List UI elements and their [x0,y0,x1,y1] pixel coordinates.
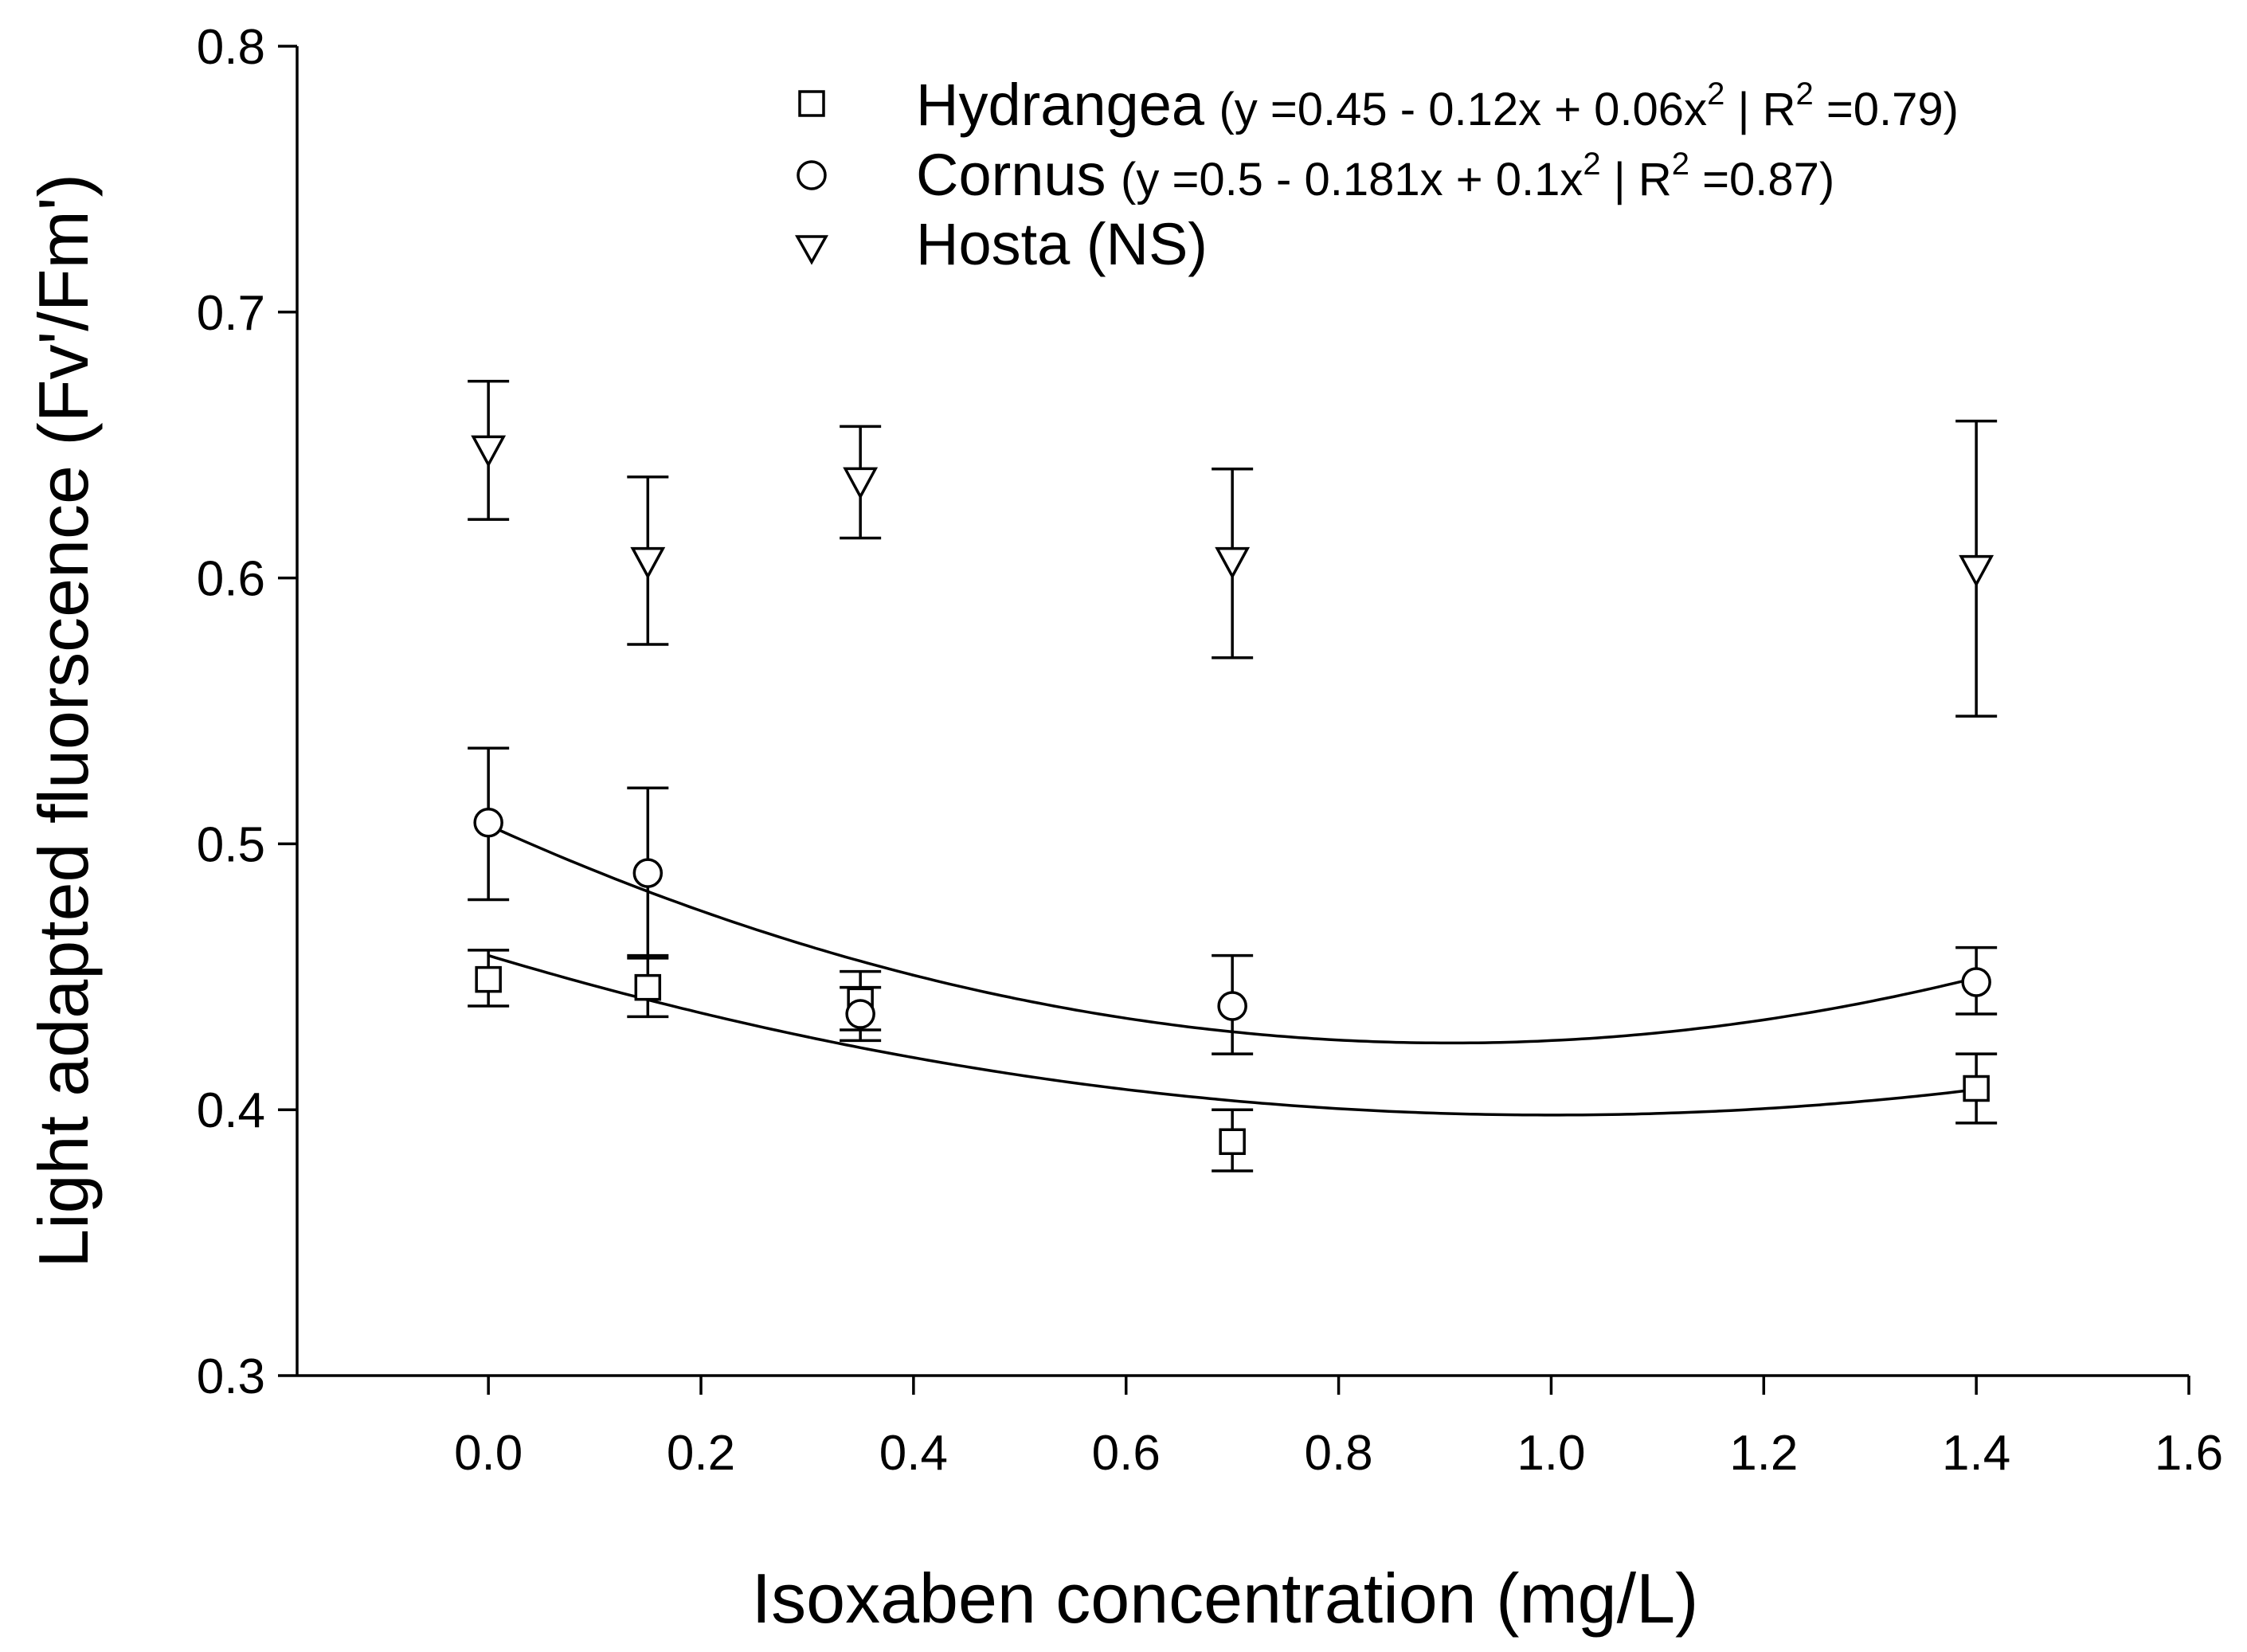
data-point-hosta [1215,546,1251,580]
y-axis-title: Light adapted fluorscence (Fv'/Fm') [24,174,103,1268]
y-tick-label: 0.6 [197,552,265,607]
data-point-cornus [473,807,503,838]
x-tick-label: 1.6 [2155,1426,2223,1481]
x-tick-label: 0.0 [454,1426,523,1481]
fit-curve-hydrangea [487,953,1977,1117]
legend-label-hydrangea: Hydrangea (y =0.45 - 0.12x + 0.06x2 | R2… [916,72,1959,138]
y-tick-label: 0.3 [197,1349,265,1404]
y-tick-label: 0.7 [197,286,265,341]
data-markers [471,435,1995,1156]
y-tick-label: 0.4 [197,1083,265,1138]
data-point-hydrangea [1219,1128,1246,1156]
data-point-cornus [632,858,664,888]
legend-marker-hosta [795,235,828,265]
y-tick-label: 0.8 [197,20,265,75]
x-tick-label: 0.6 [1092,1426,1161,1481]
x-tick-label: 1.0 [1517,1426,1585,1481]
axes: 0.3 0.4 0.5 0.6 0.7 0.8 0.0 0.2 0.4 0.6 0.8 1.0 1.2 1… [197,20,2223,1481]
x-axis-title: Isoxaben concentration (mg/L) [752,1559,1699,1638]
x-tick-label: 0.2 [667,1426,735,1481]
data-point-hosta [1959,554,1995,588]
data-point-cornus [1217,991,1247,1021]
data-point-hosta [843,467,879,500]
data-point-cornus [845,999,875,1029]
legend-label-cornus: Cornus (y =0.5 - 0.181x + 0.1x2 | R2 =0.… [916,142,1834,208]
legend-label-hosta: Hosta (NS) [916,211,1208,277]
data-point-hydrangea [475,965,502,993]
x-tick-label: 0.4 [879,1426,948,1481]
x-tick-label: 1.2 [1729,1426,1798,1481]
x-tick-label: 1.4 [1942,1426,2010,1481]
data-point-hosta [630,546,666,580]
legend-marker-cornus [797,160,827,190]
x-tick-label: 0.8 [1304,1426,1372,1481]
data-point-hosta [471,435,507,468]
legend-marker-hydrangea [798,90,825,117]
legend: Hydrangea (y =0.45 - 0.12x + 0.06x2 | R2… [795,72,1959,277]
data-point-hydrangea [1963,1075,1990,1102]
data-point-hydrangea [634,973,662,1001]
data-point-cornus [1961,967,1991,997]
y-tick-label: 0.5 [197,817,265,872]
